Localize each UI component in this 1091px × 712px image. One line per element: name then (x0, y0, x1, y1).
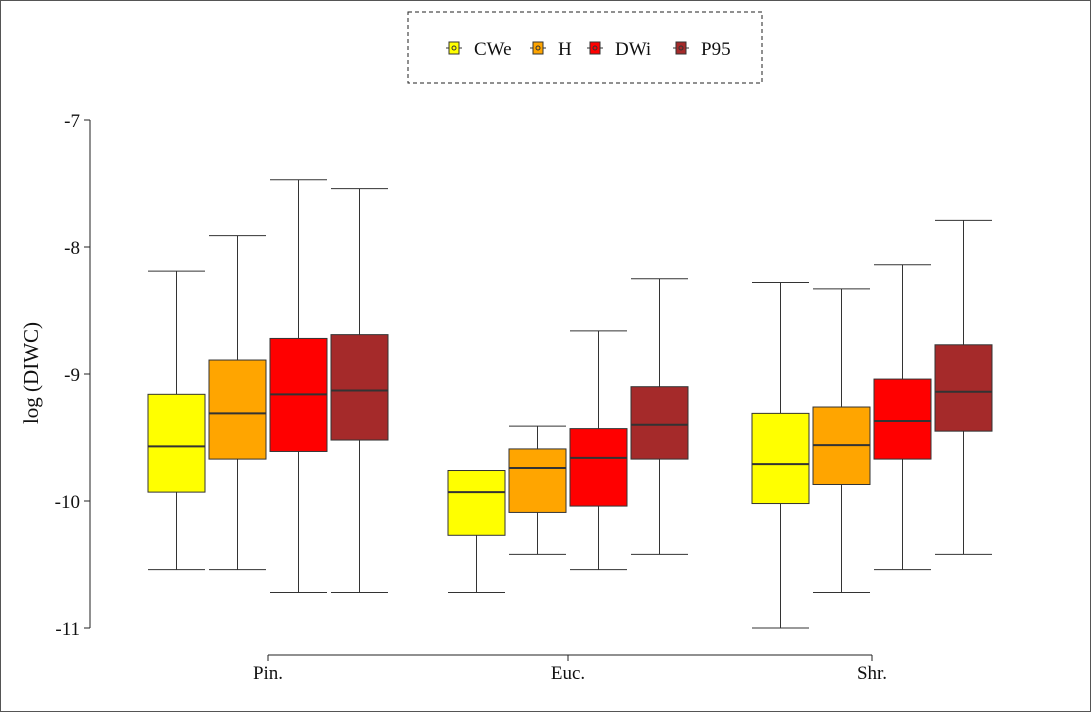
box-cwe-pin (147, 270, 206, 571)
legend-box (407, 11, 763, 84)
boxes (147, 179, 993, 629)
box-p95-euc (630, 278, 689, 555)
legend-item-dwi: DWi (587, 39, 651, 60)
iqr-box (447, 470, 506, 536)
x-tick-label: Shr. (857, 663, 887, 684)
box-h-pin (208, 235, 267, 571)
box-h-shr (812, 288, 871, 593)
iqr-box (934, 344, 993, 432)
legend-key (673, 41, 689, 55)
iqr-box (208, 359, 267, 460)
box-p95-shr (934, 219, 993, 555)
y-axis-title: log (DIWC) (19, 322, 43, 424)
box-p95-pin (330, 188, 389, 593)
box-dwi-euc (569, 330, 628, 571)
y-tick-label: -8 (64, 238, 80, 259)
iqr-box (751, 412, 810, 505)
legend-key (587, 41, 603, 55)
legend-label: P95 (701, 39, 731, 60)
box-cwe-shr (751, 282, 810, 629)
legend-item-h: H (530, 39, 572, 60)
legend-label: DWi (615, 39, 651, 60)
legend-item-cwe: CWe (446, 39, 512, 60)
y-axis: -11 -10 -9 -8 -7 (55, 111, 91, 640)
y-tick-label: -11 (55, 619, 80, 640)
iqr-box (630, 386, 689, 460)
y-tick-label: -7 (64, 111, 80, 132)
iqr-box (330, 334, 389, 441)
box-dwi-pin (269, 179, 328, 593)
y-tick-label: -9 (64, 365, 80, 386)
y-tick-label: -10 (55, 492, 80, 513)
iqr-box (873, 378, 932, 460)
legend-label: CWe (474, 39, 512, 60)
box-cwe-euc (447, 470, 506, 593)
legend-key (446, 41, 462, 55)
iqr-box (569, 428, 628, 507)
legend-item-p95: P95 (673, 39, 731, 60)
iqr-box (508, 448, 567, 513)
x-tick-label: Pin. (253, 663, 283, 684)
legend: CWe H DWi P95 (407, 11, 763, 84)
x-tick-label: Euc. (551, 663, 585, 684)
box-dwi-shr (873, 264, 932, 571)
x-axis: Pin. Euc. Shr. (253, 654, 887, 684)
legend-key (530, 41, 546, 55)
box-h-euc (508, 425, 567, 555)
iqr-box (147, 393, 206, 493)
legend-label: H (558, 39, 572, 60)
